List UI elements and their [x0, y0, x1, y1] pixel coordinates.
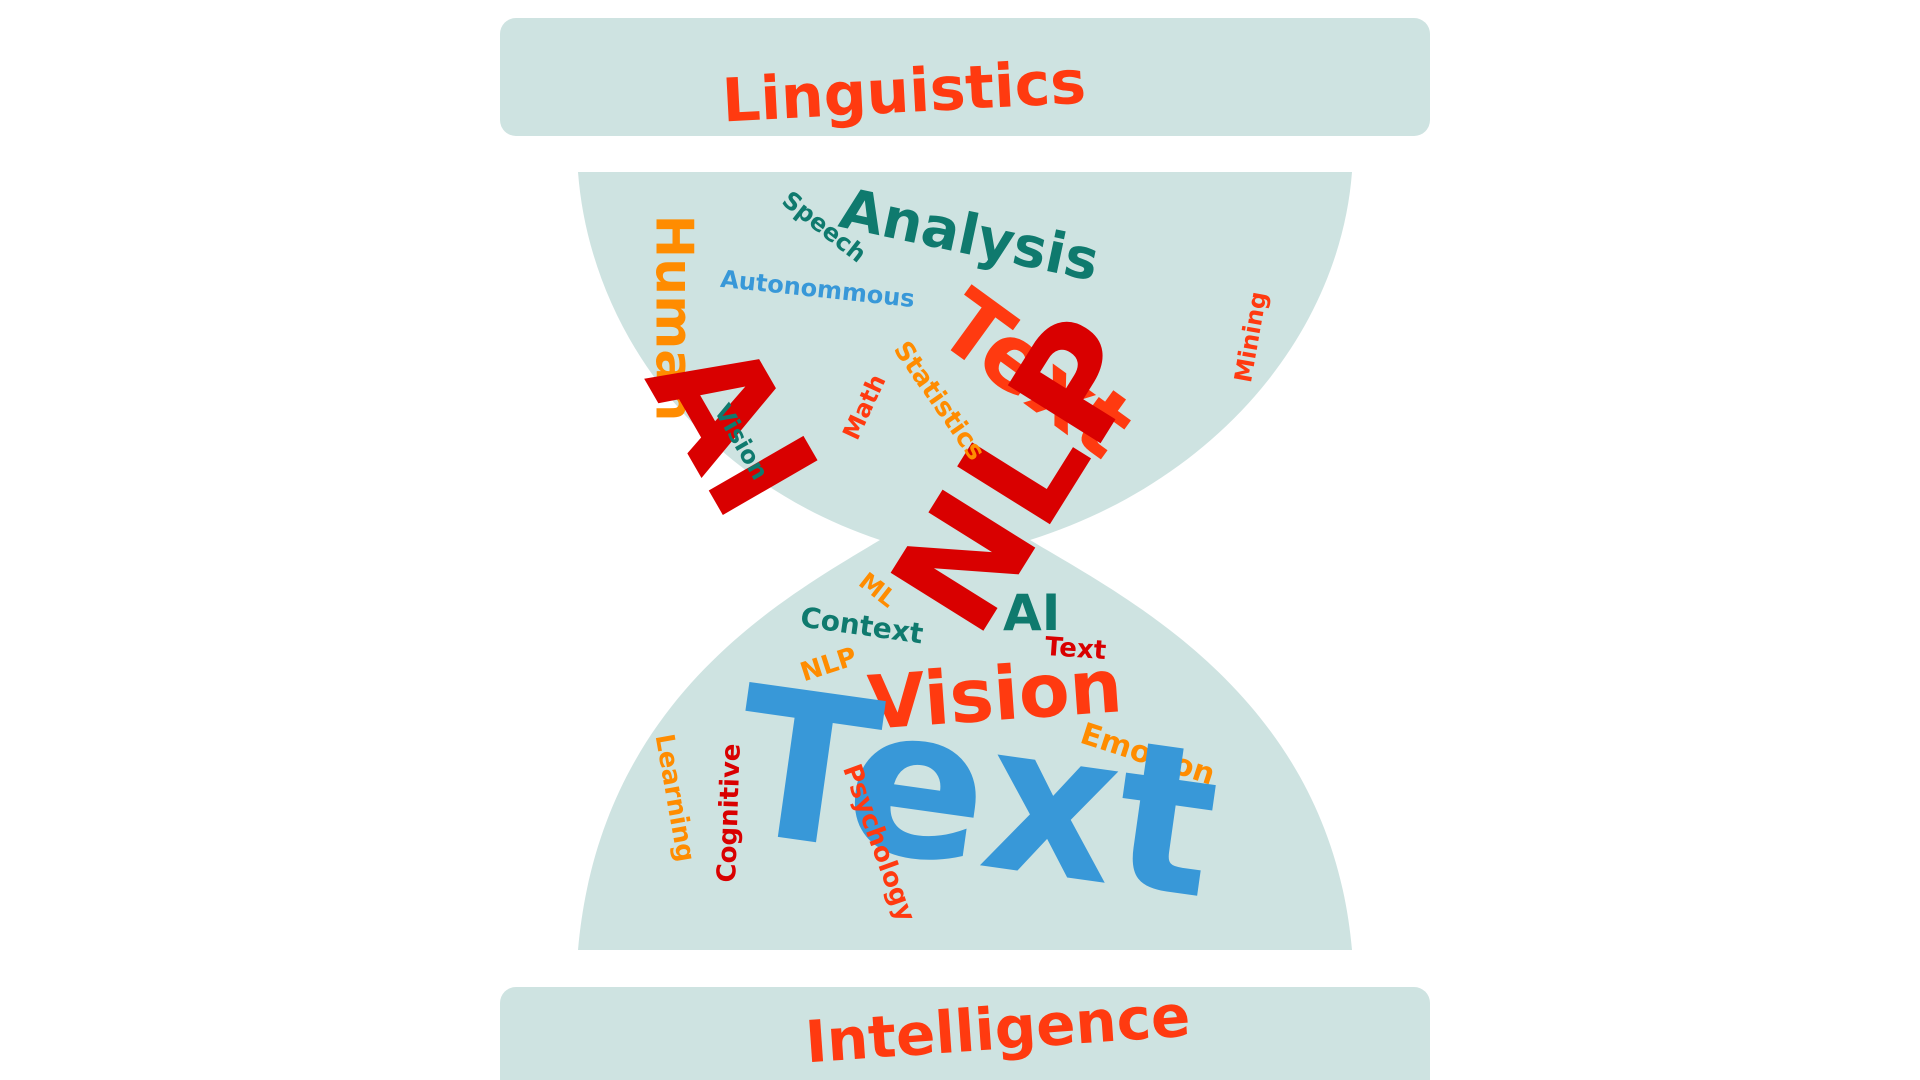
top-label-panel: [500, 18, 1430, 136]
bottom-label-panel: [500, 987, 1430, 1080]
word-cognitive: Cognitive: [712, 743, 747, 883]
word-text-large: Text: [720, 642, 1232, 946]
word-ai-small: AI: [1003, 584, 1061, 642]
